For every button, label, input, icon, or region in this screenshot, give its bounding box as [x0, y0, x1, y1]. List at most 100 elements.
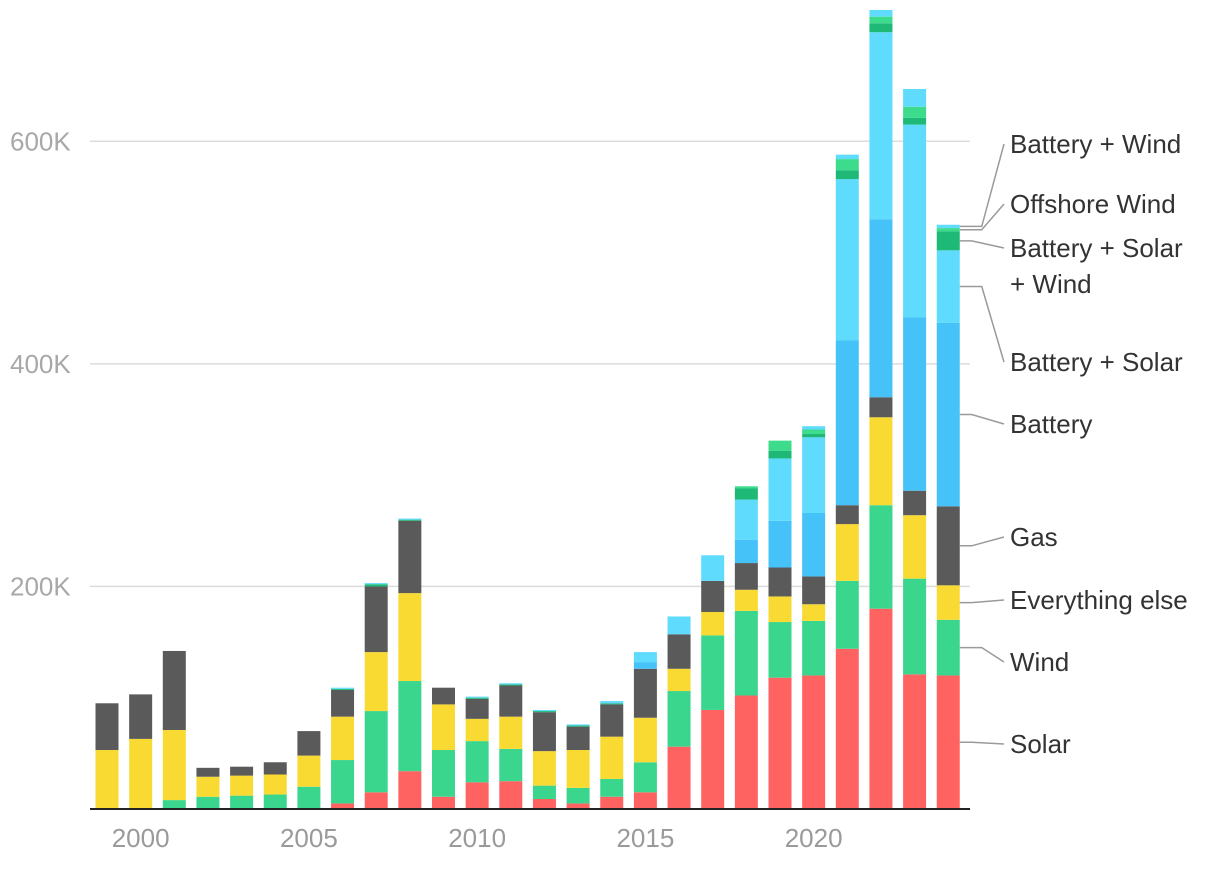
bar-segment [263, 762, 287, 775]
bar-segment [734, 563, 758, 590]
x-axis-ticks: 2000 2005 2010 2015 2020 [112, 823, 843, 853]
bar-segment [633, 717, 657, 763]
bar-segment [936, 675, 960, 809]
bar-segment [936, 585, 960, 620]
bar-segment [600, 778, 624, 797]
legend-label: Solar [1010, 729, 1071, 759]
bar-segment [835, 179, 859, 341]
bar-segment [734, 589, 758, 611]
legend-label: Everything else [1010, 585, 1188, 615]
bar-segment [566, 750, 590, 788]
y-tick-label: 600K [10, 126, 71, 156]
bar-segment [364, 583, 388, 585]
bar-segment [667, 668, 691, 692]
bar-segment [331, 803, 355, 809]
bar-segment [869, 219, 893, 398]
bar-segment [768, 567, 792, 597]
bar-segment [129, 738, 153, 809]
x-tick-label: 2020 [785, 823, 843, 853]
bar-segment [768, 450, 792, 459]
bar-segment [903, 317, 927, 491]
bar-segment [667, 691, 691, 747]
bar-segment [869, 16, 893, 24]
bar-segment [633, 662, 657, 669]
bar-segment [835, 524, 859, 581]
bar-segment [701, 612, 725, 636]
bar-segment [95, 703, 119, 751]
bar-segment [667, 746, 691, 809]
legend-label: Battery [1010, 409, 1092, 439]
bar-segment [532, 785, 556, 799]
bar-segment [835, 170, 859, 180]
bar-segment [297, 755, 321, 787]
bar-segment [802, 620, 826, 676]
bar-segment [835, 154, 859, 160]
bar-segment [532, 751, 556, 786]
bar-segment [633, 652, 657, 663]
bar-segment [499, 685, 523, 717]
bar-segment [465, 698, 489, 719]
bar-segment [936, 250, 960, 323]
legend-leader-line [959, 203, 1005, 231]
bar-segment [263, 774, 287, 795]
bar-segment [734, 486, 758, 489]
bar-segment [869, 23, 893, 33]
bar-segment [499, 781, 523, 809]
bar-segment [768, 596, 792, 623]
legend: Solar Wind Everything else Gas Battery Batter… [959, 129, 1188, 759]
bar-segment [734, 488, 758, 500]
bar-segment [802, 426, 826, 430]
bar-segment [768, 458, 792, 521]
bar-segment [465, 741, 489, 783]
bar-segment [903, 490, 927, 516]
bar-segment [331, 716, 355, 761]
legend-label: Offshore Wind [1010, 189, 1176, 219]
legend-label: Battery + Solar [1010, 233, 1183, 263]
bar-segment [499, 748, 523, 782]
bar-segment [499, 716, 523, 749]
bar-segment [566, 724, 590, 726]
bar-segment [869, 9, 893, 17]
bar-segment [835, 580, 859, 649]
bar-segment [903, 88, 927, 107]
bar-segment [196, 776, 220, 797]
bar-segment [364, 711, 388, 793]
bar-segment [499, 683, 523, 685]
bar-segment [869, 608, 893, 809]
bar-segment [936, 224, 960, 229]
bar-segment [465, 696, 489, 698]
bar-segment [162, 800, 186, 809]
y-tick-label: 200K [10, 571, 71, 601]
legend-leader-line [959, 536, 1005, 547]
bar-segment [600, 701, 624, 704]
bar-segment [936, 322, 960, 507]
bar-segment [835, 159, 859, 171]
bar-segment [835, 648, 859, 809]
bar-segment [802, 604, 826, 621]
bar-segment [734, 499, 758, 540]
y-axis-ticks: 200K 400K 600K [10, 126, 71, 601]
bar-segment [566, 726, 590, 751]
bar-segment [162, 729, 186, 801]
bar-segment [432, 687, 455, 705]
bar-segment [95, 750, 119, 809]
bar-segment [398, 518, 422, 520]
bar-segment [802, 437, 826, 513]
bar-segment [802, 675, 826, 809]
bar-segment [903, 106, 927, 118]
legend-leader-line [959, 599, 1005, 604]
bar-segment [432, 704, 455, 751]
bar-segment [701, 635, 725, 710]
bar-segment [633, 668, 657, 718]
bar-segment [734, 695, 758, 809]
bar-segment [768, 622, 792, 678]
legend-leader-line [959, 646, 1005, 663]
bar-segment [869, 397, 893, 418]
bar-segment [364, 652, 388, 712]
bar-segment [465, 697, 489, 699]
bar-segment [499, 684, 523, 686]
bar-segment [869, 32, 893, 220]
bar-segment [667, 616, 691, 635]
bar-segment [364, 586, 388, 653]
